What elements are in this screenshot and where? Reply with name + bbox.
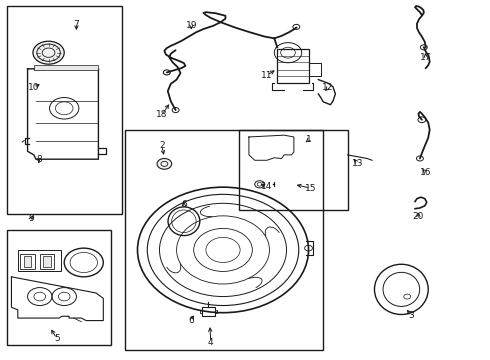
Bar bbox=[277, 49, 309, 83]
Bar bbox=[34, 65, 98, 69]
Text: 4: 4 bbox=[208, 338, 214, 347]
Bar bbox=[125, 130, 323, 350]
Text: 1: 1 bbox=[306, 135, 311, 144]
Text: 12: 12 bbox=[322, 83, 334, 92]
Bar bbox=[20, 254, 35, 269]
Text: 11: 11 bbox=[261, 71, 273, 80]
Text: 15: 15 bbox=[305, 184, 317, 193]
Text: 19: 19 bbox=[186, 21, 197, 30]
Text: 6: 6 bbox=[181, 200, 187, 209]
Circle shape bbox=[33, 41, 64, 64]
Text: 2: 2 bbox=[159, 141, 165, 150]
Bar bbox=[24, 256, 31, 267]
Bar bbox=[40, 254, 54, 269]
Text: 17: 17 bbox=[420, 53, 432, 62]
Text: 3: 3 bbox=[408, 311, 414, 320]
Text: 7: 7 bbox=[74, 19, 79, 28]
Bar bbox=[43, 256, 51, 267]
Bar bbox=[18, 250, 61, 271]
Bar bbox=[309, 63, 321, 76]
Text: 10: 10 bbox=[28, 83, 40, 92]
Bar bbox=[6, 6, 122, 214]
Bar bbox=[6, 230, 111, 345]
Bar bbox=[239, 130, 347, 211]
Text: 14: 14 bbox=[261, 182, 272, 191]
Circle shape bbox=[157, 158, 171, 169]
Text: 18: 18 bbox=[156, 110, 168, 119]
Text: 13: 13 bbox=[352, 159, 363, 168]
Text: 16: 16 bbox=[420, 168, 432, 177]
Text: 20: 20 bbox=[413, 212, 424, 221]
Text: 9: 9 bbox=[28, 214, 34, 223]
Text: 5: 5 bbox=[54, 334, 60, 343]
Text: 8: 8 bbox=[36, 155, 42, 164]
Bar bbox=[202, 307, 215, 316]
Text: 6: 6 bbox=[188, 316, 194, 325]
